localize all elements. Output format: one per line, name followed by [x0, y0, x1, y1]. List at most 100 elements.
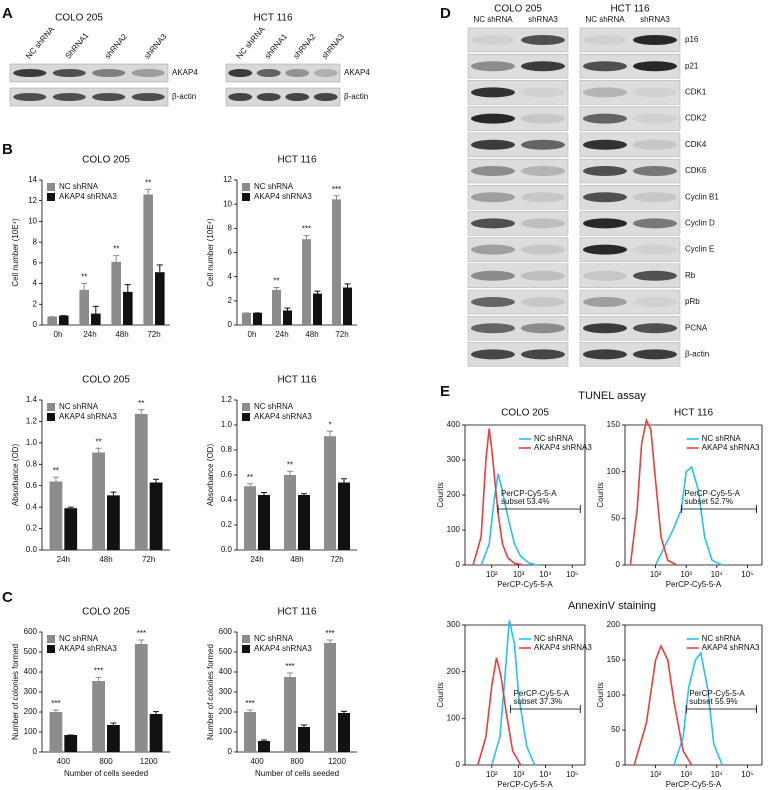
blot-row-label: CDK1	[685, 88, 707, 97]
x-tick-label: 10⁴	[539, 770, 552, 779]
blot-band	[285, 93, 310, 101]
y-axis-label: Cell number (10E⁴)	[206, 218, 215, 287]
significance: ***	[94, 667, 103, 676]
x-tick-label: 24h	[83, 330, 96, 339]
bar	[258, 495, 270, 550]
blot-band	[521, 87, 565, 98]
y-tick-label: 0	[456, 760, 461, 769]
y-tick-label: 200	[607, 620, 621, 629]
gate-subset: subset 53.4%	[501, 497, 549, 506]
significance: **	[138, 399, 144, 408]
x-tick-label: 72h	[330, 555, 343, 564]
bar	[149, 482, 163, 550]
bar	[91, 313, 101, 325]
legend-label: NC shRNA	[59, 634, 99, 643]
blot-band	[285, 69, 310, 77]
blot-band	[633, 270, 677, 281]
blot-row-label: AKAP4	[344, 68, 370, 77]
x-axis-label: PerCP-Cy5-5-A	[497, 780, 553, 789]
y-tick-label: 150	[607, 420, 621, 429]
blot-title: COLO 205	[55, 13, 103, 24]
y-tick-label: 100	[219, 727, 233, 736]
blot-title: HCT 116	[253, 13, 293, 24]
bar	[92, 452, 105, 550]
x-tick-label: 24h	[250, 555, 263, 564]
significance: **	[81, 273, 87, 282]
legend-label: AKAP4 shRNA3	[702, 643, 760, 652]
blot-row-label: p21	[685, 61, 699, 70]
blot-strip	[467, 106, 569, 131]
legend-swatch	[242, 635, 250, 643]
lane-label: shRNA2	[292, 32, 318, 61]
x-tick-label: 800	[99, 757, 113, 766]
legend-label: AKAP4 shRNA3	[254, 644, 312, 653]
y-tick-label: 100	[24, 727, 38, 736]
blot-band	[131, 69, 165, 77]
chart-title: HCT 116	[277, 155, 317, 166]
y-tick-label: 10	[28, 217, 37, 226]
blot-title: HCT 116	[610, 4, 650, 15]
bar	[64, 508, 78, 550]
blot-band	[583, 113, 627, 124]
y-tick-label: 300	[219, 687, 233, 696]
y-tick-label: 400	[24, 667, 38, 676]
bar	[47, 316, 57, 325]
blot-band	[13, 69, 47, 77]
bar	[284, 677, 296, 752]
bar	[302, 239, 311, 325]
blot-band	[92, 93, 126, 101]
blot-band	[521, 192, 565, 203]
blot-band	[633, 87, 677, 98]
blot-band	[471, 218, 515, 229]
bar	[134, 644, 148, 752]
blot-band	[52, 93, 86, 101]
y-axis-label: Counts	[596, 682, 605, 707]
blot-title: COLO 205	[494, 4, 542, 15]
blot-strip	[467, 237, 569, 262]
chart-title: COLO 205	[82, 155, 130, 166]
blot-row-label: Rb	[685, 271, 696, 280]
legend-label: NC shRNA	[59, 182, 99, 191]
significance: **	[113, 245, 119, 254]
y-tick-label: 400	[219, 667, 233, 676]
lane-label: shRNA1	[263, 32, 289, 61]
bar	[79, 289, 89, 325]
blot-band	[633, 113, 677, 124]
x-tick-label: 1200	[140, 757, 158, 766]
bar	[283, 310, 292, 325]
x-tick-label: 24h	[57, 555, 70, 564]
x-tick-label: 10⁵	[566, 570, 578, 579]
y-tick-label: 0.0	[221, 545, 233, 554]
bar	[332, 199, 341, 325]
blot-strip	[467, 263, 569, 289]
blot-row-label: Cyclin E	[685, 245, 714, 254]
x-tick-label: 72h	[335, 330, 348, 339]
blot-band	[583, 61, 627, 72]
x-tick-label: 72h	[142, 555, 155, 564]
legend-swatch	[242, 183, 250, 191]
x-tick-label: 48h	[99, 555, 112, 564]
y-tick-label: 500	[24, 647, 38, 656]
blot-band	[583, 270, 627, 281]
blot-strip	[9, 87, 169, 107]
blot-band	[471, 139, 515, 150]
bar	[123, 291, 133, 325]
panel-label: C	[2, 589, 13, 606]
blot-band	[583, 139, 627, 150]
blot-band	[583, 35, 627, 45]
legend-swatch	[242, 193, 250, 201]
blot-band	[471, 113, 515, 124]
legend-label: NC shRNA	[254, 402, 294, 411]
significance: ***	[285, 662, 294, 671]
blot-row-label: CDK2	[685, 114, 707, 123]
histogram-line	[629, 417, 678, 566]
significance: **	[273, 277, 279, 286]
y-tick-label: 0	[228, 747, 233, 756]
x-tick-label: 0h	[54, 330, 63, 339]
legend-label: AKAP4 shRNA3	[59, 644, 117, 653]
y-axis-label: Counts	[436, 682, 445, 707]
legend-label: AKAP4 shRNA3	[59, 412, 117, 421]
y-tick-label: 12	[28, 196, 37, 205]
y-axis-label: Number of colonies formed	[11, 644, 20, 740]
y-tick-label: 1.2	[221, 395, 233, 404]
